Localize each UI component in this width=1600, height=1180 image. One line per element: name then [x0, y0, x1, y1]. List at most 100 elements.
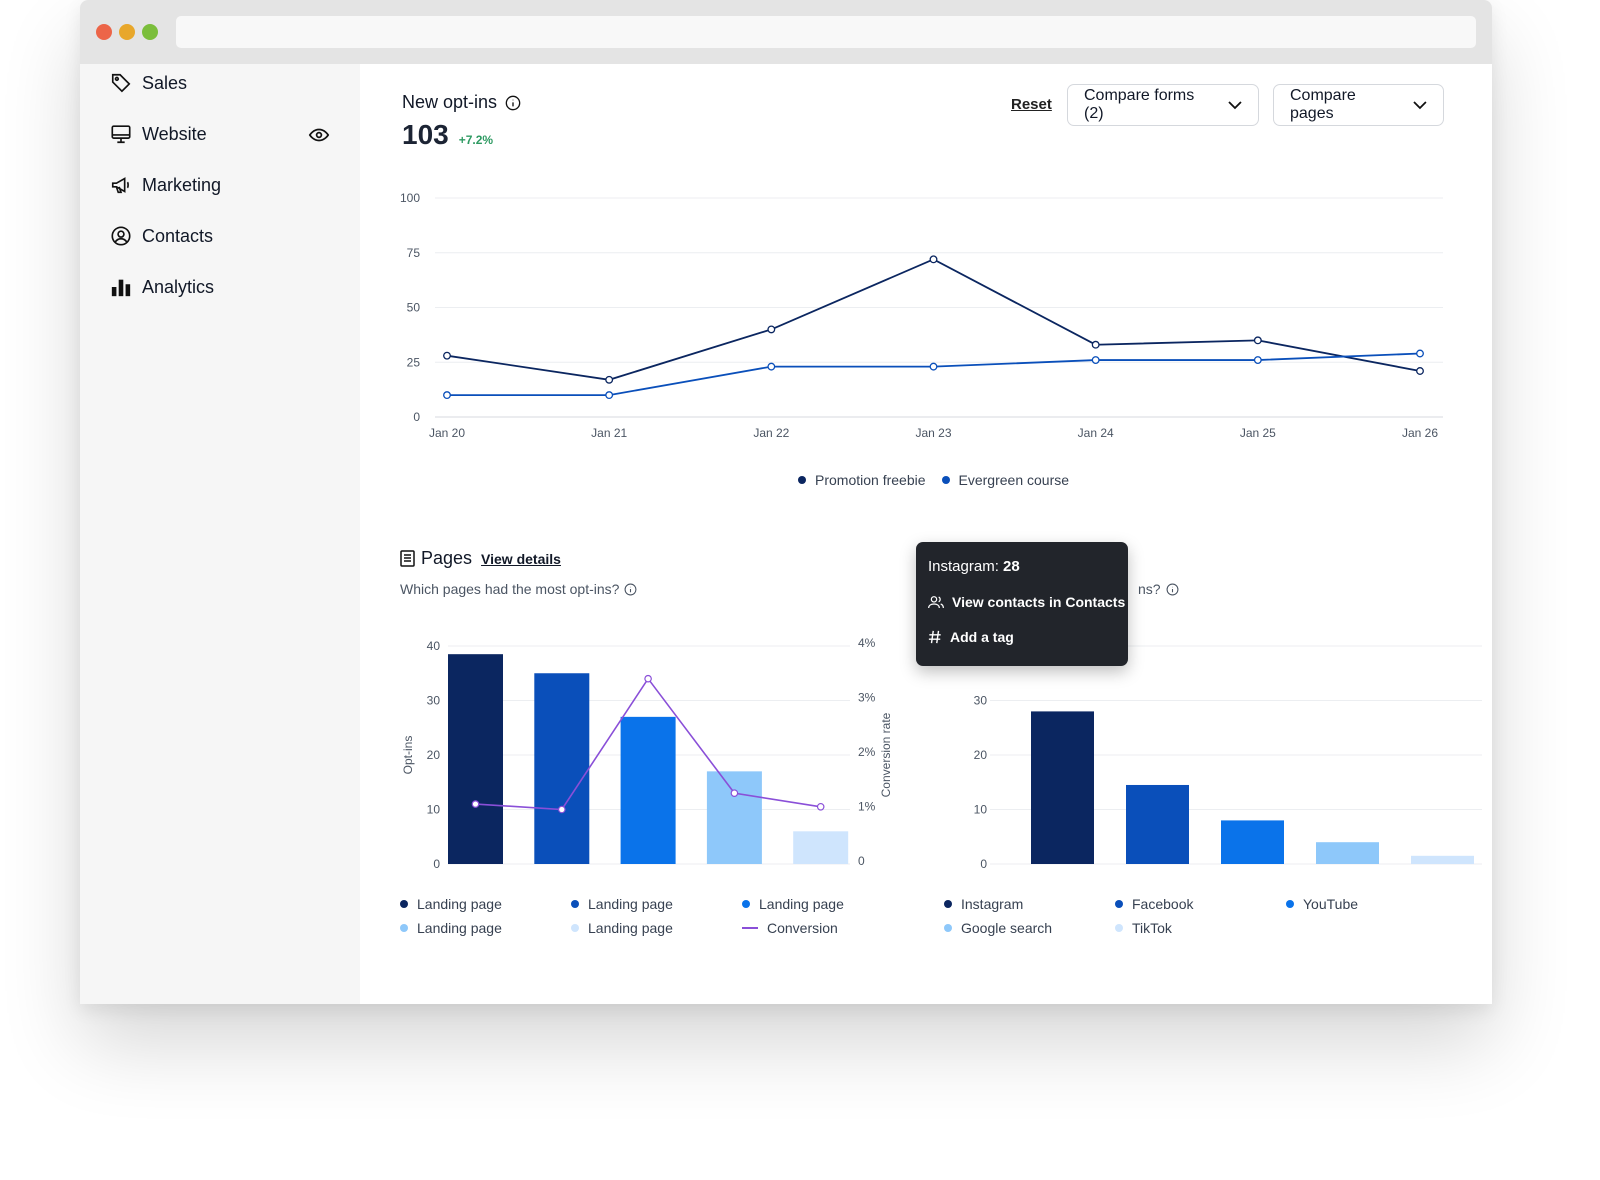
info-icon[interactable] [505, 95, 521, 111]
conversion-point [558, 805, 566, 814]
data-point [605, 375, 614, 384]
data-point [1091, 340, 1100, 349]
series-line [447, 352, 1421, 397]
bar [1126, 784, 1189, 864]
compare-pages-label: Compare pages [1290, 87, 1356, 122]
legend-swatch [742, 927, 758, 929]
sources-bar-chart: 0 10 20 30 [974, 645, 1482, 871]
optins-title-text: New opt-ins [402, 92, 498, 112]
megaphone-icon [111, 177, 129, 194]
sidebar-item-analytics[interactable]: Analytics [110, 272, 340, 302]
y2-tick-label: 3% [858, 691, 876, 705]
users-icon [928, 596, 944, 609]
y-tick-label: 30 [427, 694, 441, 708]
bar [620, 716, 676, 864]
view-contacts-action[interactable]: View contacts in Contacts [928, 594, 1125, 610]
legend-item: Landing page [571, 896, 673, 912]
conversion-point [730, 789, 739, 797]
sidebar-item-label: Contacts [142, 225, 214, 246]
legend-item: TikTok [1115, 920, 1172, 936]
y-tick-label: 100 [400, 191, 420, 205]
legend-swatch [571, 900, 579, 908]
legend-label: TikTok [1132, 920, 1172, 936]
legend-item: Landing page [742, 896, 844, 912]
legend-swatch [571, 924, 579, 932]
legend-swatch [1115, 900, 1123, 908]
legend-swatch [941, 476, 950, 484]
legend-label: YouTube [1303, 896, 1359, 912]
pages-section-title: Pages View details [400, 548, 561, 569]
y-axis-label: Opt-ins [401, 736, 415, 775]
info-icon[interactable] [1166, 583, 1179, 596]
sidebar-item-sales[interactable]: Sales [110, 68, 340, 98]
bar [448, 654, 503, 864]
address-bar[interactable] [176, 16, 1476, 48]
x-tick-label: Jan 20 [429, 426, 465, 440]
sources-legend: Instagram Facebook YouTube Google search… [944, 896, 1484, 956]
sidebar-item-contacts[interactable]: Contacts [110, 221, 340, 251]
x-tick-label: Jan 26 [1402, 426, 1438, 440]
sources-subtitle-text: ns? [1138, 581, 1161, 597]
sidebar: Sales Website Marketing Contacts Analyti… [80, 64, 360, 1004]
legend-swatch [1115, 924, 1123, 932]
optins-total: 103 +7.2% [402, 119, 493, 151]
sidebar-item-label: Marketing [142, 174, 222, 195]
legend-item: Landing page [400, 920, 502, 936]
legend-item: Conversion [742, 920, 838, 936]
data-point [929, 255, 938, 264]
compare-forms-dropdown[interactable]: Compare forms (2) [1067, 84, 1259, 126]
optins-line-chart: 0 25 50 75 100 Jan 20 Jan 21 Jan 22 Jan 23 Jan 24… [400, 191, 1443, 440]
x-tick-label: Jan 23 [915, 426, 951, 440]
data-point [1091, 356, 1100, 365]
sidebar-item-label: Analytics [142, 276, 215, 297]
sidebar-item-label: Sales [142, 72, 188, 93]
conversion-point [816, 802, 825, 811]
legend-item: Evergreen course [941, 472, 1070, 488]
legend-swatch [742, 900, 750, 908]
y-tick-label: 0 [433, 857, 440, 871]
legend-label: Evergreen course [958, 472, 1070, 488]
compare-pages-dropdown[interactable]: Compare pages [1273, 84, 1444, 126]
legend-swatch [400, 900, 408, 908]
legend-label: Google search [961, 920, 1053, 936]
sidebar-item-website[interactable]: Website [110, 119, 340, 149]
eye-icon[interactable] [308, 124, 330, 146]
pages-title-text: Pages [421, 548, 473, 568]
legend-item: Promotion freebie [798, 472, 926, 488]
pages-bar-chart: 0 10 20 30 40 0 1% 2% 3% 4% Opt-ins Conversion rate [401, 636, 893, 871]
bar [793, 831, 849, 864]
data-point [443, 391, 451, 400]
legend-item: Instagram [944, 896, 1023, 912]
hash-icon [928, 630, 941, 644]
y-tick-label: 10 [974, 803, 988, 817]
sidebar-item-marketing[interactable]: Marketing [110, 170, 340, 200]
view-contacts-label: View contacts in Contacts [952, 594, 1126, 610]
x-tick-label: Jan 24 [1078, 426, 1114, 440]
y2-tick-label: 0 [858, 854, 865, 868]
y-tick-label: 30 [974, 694, 988, 708]
data-point [767, 362, 776, 371]
add-tag-label: Add a tag [950, 629, 1014, 645]
bar-chart-icon [111, 279, 131, 297]
legend-item: Facebook [1115, 896, 1193, 912]
legend-label: Landing page [417, 896, 502, 912]
line-chart-legend: Promotion freebie Evergreen course [798, 472, 1069, 488]
window-close-button[interactable] [96, 24, 112, 40]
view-details-link[interactable]: View details [481, 550, 561, 567]
info-icon[interactable] [624, 583, 637, 596]
data-point [1416, 367, 1424, 375]
y-tick-label: 0 [413, 410, 420, 424]
window-minimize-button[interactable] [119, 24, 135, 40]
window-maximize-button[interactable] [142, 24, 158, 40]
add-tag-action[interactable]: Add a tag [928, 629, 1014, 645]
pages-subtitle: Which pages had the most opt-ins? [400, 581, 637, 597]
legend-item: Landing page [400, 896, 502, 912]
legend-label: Promotion freebie [815, 472, 926, 488]
bar [1221, 820, 1284, 864]
reset-link[interactable]: Reset [1011, 96, 1052, 113]
legend-label: Facebook [1132, 896, 1194, 912]
y2-tick-label: 4% [858, 636, 876, 650]
x-tick-label: Jan 21 [591, 426, 627, 440]
x-tick-label: Jan 25 [1240, 426, 1276, 440]
legend-item: Landing page [571, 920, 673, 936]
